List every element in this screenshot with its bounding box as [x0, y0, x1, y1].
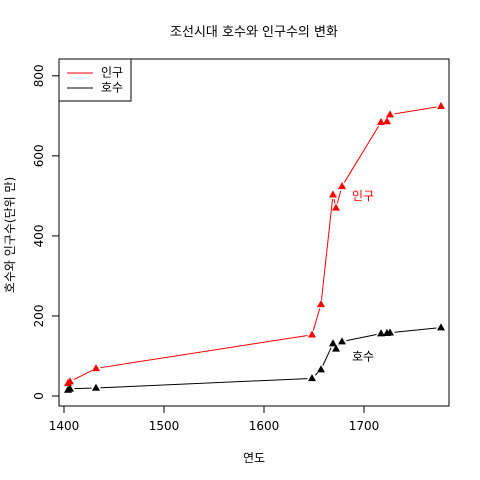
data-point [329, 339, 337, 347]
series-layer [64, 101, 445, 393]
x-tick-label: 1600 [249, 419, 280, 433]
data-point [317, 365, 325, 373]
data-point [66, 377, 74, 385]
y-tick-label: 800 [32, 64, 46, 87]
series-line-segment [336, 190, 342, 204]
chart-title: 조선시대 호수와 인구수의 변화 [170, 25, 338, 40]
x-tick-label: 1400 [49, 419, 80, 433]
data-point [437, 323, 445, 331]
data-point [332, 344, 340, 352]
series-line-segment [394, 327, 437, 333]
series-line-segment [74, 387, 92, 390]
series-인구 [64, 101, 445, 386]
data-point [332, 203, 340, 211]
series-label: 호수 [352, 349, 374, 363]
y-tick-label: 200 [32, 304, 46, 327]
series-line-segment [314, 372, 319, 376]
y-tick-label: 600 [32, 144, 46, 167]
data-point [308, 330, 316, 338]
x-tick-label: 1700 [349, 419, 380, 433]
data-point [92, 383, 100, 391]
series-line-segment [346, 333, 377, 342]
series-호수 [64, 323, 445, 393]
series-line-segment [394, 106, 437, 115]
data-point [338, 181, 346, 190]
series-line-segment [100, 378, 308, 389]
legend-label: 인구 [101, 66, 123, 80]
y-axis-label: 호수와 인구수(단위 만) [3, 177, 17, 293]
y-axis: 0 200 400 600 800 [32, 64, 60, 400]
data-point [386, 110, 394, 118]
data-point [92, 364, 100, 372]
data-point [308, 374, 316, 382]
y-tick-label: 400 [32, 224, 46, 247]
data-point [377, 117, 385, 126]
x-axis-label: 연도 [243, 451, 265, 465]
series-line-segment [322, 347, 332, 366]
x-tick-label: 1500 [149, 419, 180, 433]
legend-box [58, 58, 132, 102]
series-line-segment [100, 334, 308, 369]
series-label: 인구 [352, 189, 374, 203]
data-point [377, 329, 385, 337]
series-line-segment [343, 125, 380, 183]
data-point [383, 117, 391, 125]
legend-label: 호수 [101, 81, 123, 95]
y-tick-label: 0 [32, 392, 46, 400]
data-point [338, 337, 346, 345]
series-line-segment [320, 199, 334, 300]
series-line-segment [73, 369, 93, 380]
data-point [329, 190, 337, 198]
series-line-segment [312, 308, 321, 331]
data-point [66, 384, 74, 392]
data-point [386, 328, 394, 336]
series-line-segment [333, 198, 336, 204]
data-point [437, 101, 445, 110]
data-point [317, 300, 325, 308]
x-axis: 1400 1500 1600 1700 [49, 405, 380, 433]
